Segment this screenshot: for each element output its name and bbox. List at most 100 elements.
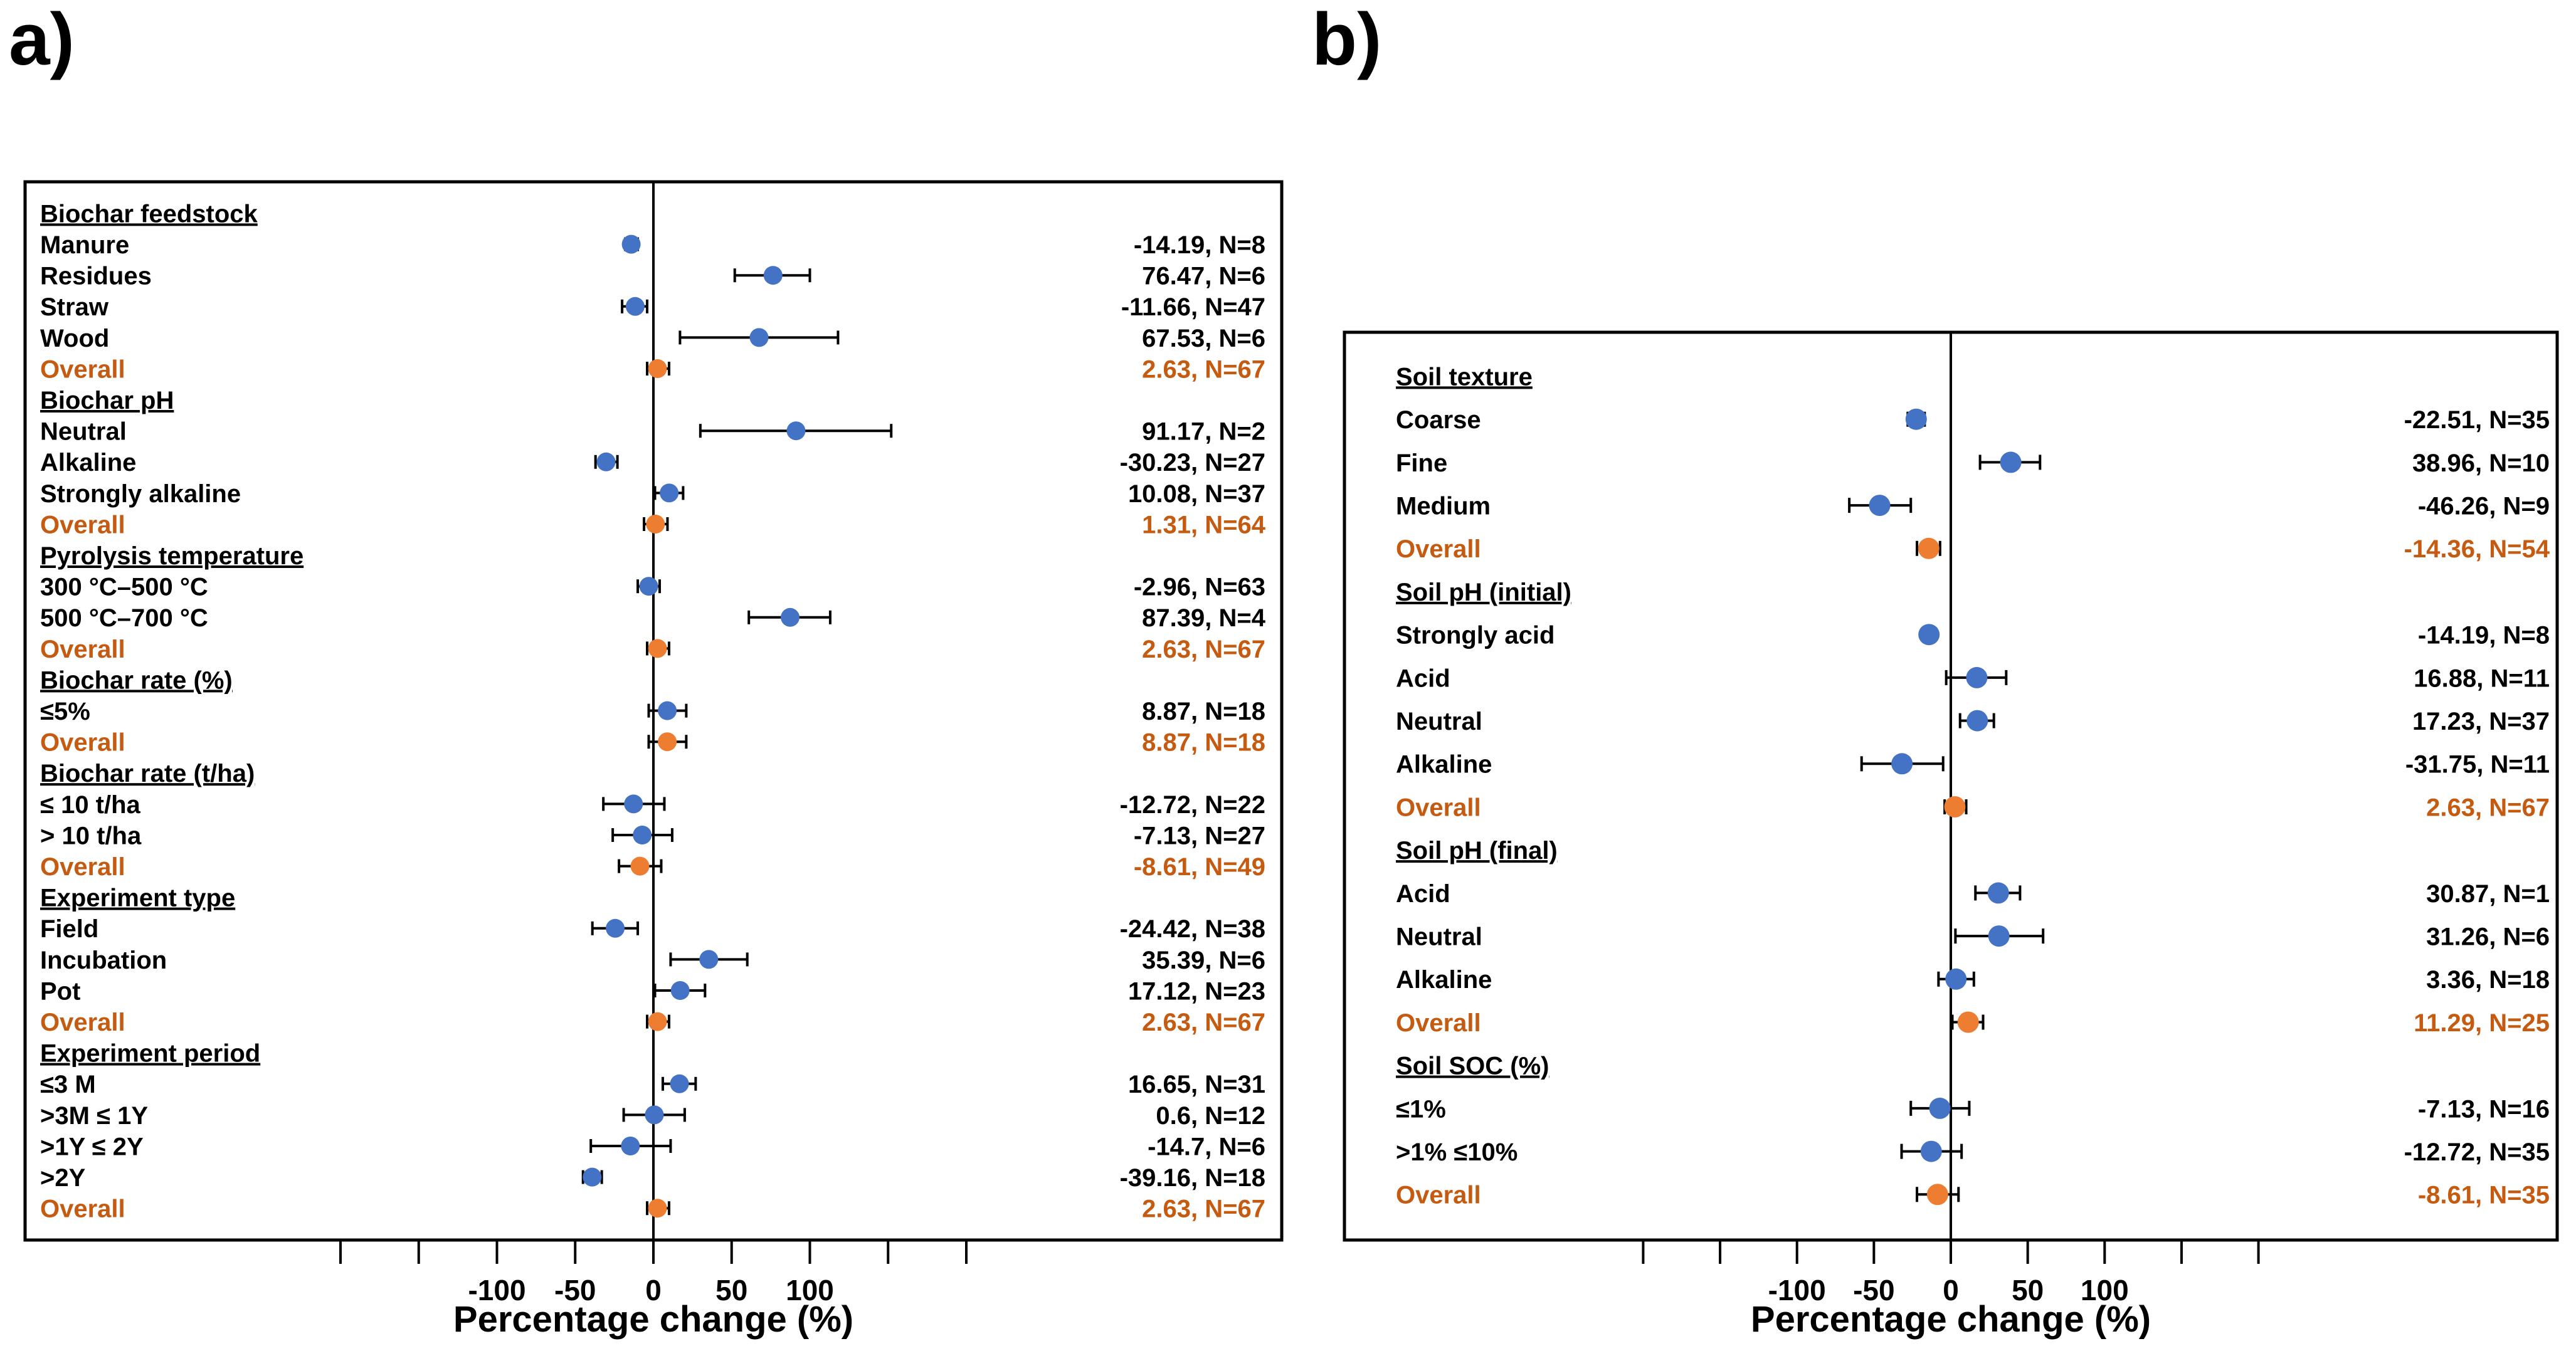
subgroup-point [660, 483, 679, 503]
subgroup-point [786, 421, 806, 441]
effect-value-label: -14.19, N=8 [1134, 231, 1265, 259]
subgroup-row-label: Acid [1396, 665, 1450, 692]
overall-row-label: Overall [1396, 1182, 1481, 1209]
group-heading: Soil pH (initial) [1396, 579, 1571, 606]
subgroup-row-label: Neutral [1396, 923, 1482, 951]
effect-value-label: 0.6, N=12 [1156, 1102, 1265, 1130]
effect-value-label: 2.63, N=67 [1142, 1196, 1265, 1223]
subgroup-point [633, 826, 652, 844]
subgroup-point [596, 452, 616, 471]
subgroup-row-label: >1% ≤10% [1396, 1138, 1518, 1166]
x-tick-label: 50 [2012, 1274, 2044, 1306]
subgroup-row-label: ≤ 10 t/ha [40, 791, 141, 819]
subgroup-row-label: Medium [1396, 493, 1491, 520]
effect-value-label: 16.88, N=11 [2414, 665, 2550, 692]
subgroup-point [1929, 1097, 1951, 1119]
effect-value-label: 76.47, N=6 [1142, 263, 1265, 290]
effect-value-label: 35.39, N=6 [1142, 947, 1265, 974]
effect-value-label: -14.19, N=8 [2418, 622, 2550, 649]
effect-value-label: 2.63, N=67 [1142, 636, 1265, 663]
subgroup-point [1905, 408, 1927, 430]
subgroup-row-label: Neutral [1396, 708, 1482, 735]
x-axis-title: Percentage change (%) [1751, 1299, 2151, 1340]
subgroup-point [763, 266, 783, 285]
subgroup-row-label: Alkaline [40, 449, 136, 476]
effect-value-label: 91.17, N=2 [1142, 418, 1265, 446]
overall-point [648, 359, 667, 378]
effect-value-label: 10.08, N=37 [1128, 480, 1265, 508]
group-heading: Biochar pH [40, 387, 174, 414]
subgroup-point [670, 981, 690, 1000]
overall-row-label: Overall [1396, 535, 1481, 563]
effect-value-label: 11.29, N=25 [2414, 1009, 2550, 1037]
subgroup-point [1966, 710, 1988, 732]
effect-value-label: -46.26, N=9 [2418, 493, 2550, 520]
overall-row-label: Overall [40, 1009, 125, 1036]
subgroup-point [639, 577, 658, 596]
effect-value-label: -7.13, N=16 [2418, 1095, 2550, 1123]
overall-point [1918, 537, 1940, 559]
effect-value-label: 1.31, N=64 [1142, 511, 1266, 539]
effect-value-label: 17.12, N=23 [1128, 977, 1265, 1005]
group-heading: Biochar rate (t/ha) [40, 760, 255, 787]
subgroup-row-label: Pot [40, 977, 80, 1005]
subgroup-row-label: Incubation [40, 947, 167, 974]
effect-value-label: -14.7, N=6 [1148, 1133, 1265, 1160]
effect-value-label: 2.63, N=67 [1142, 355, 1265, 383]
overall-point [646, 515, 665, 533]
overall-row-label: Overall [40, 511, 125, 539]
subgroup-point [749, 328, 769, 347]
group-heading: Biochar rate (%) [40, 666, 233, 694]
effect-value-label: 8.87, N=18 [1142, 698, 1265, 725]
group-heading: Soil texture [1396, 363, 1533, 391]
overall-point [1957, 1011, 1979, 1033]
subgroup-row-label: Strongly alkaline [40, 480, 241, 508]
effect-value-label: -12.72, N=35 [2404, 1138, 2550, 1166]
overall-point [648, 639, 667, 658]
subgroup-point [624, 794, 643, 814]
group-heading: Soil pH (final) [1396, 837, 1558, 865]
overall-row-label: Overall [1396, 1009, 1481, 1037]
x-tick-label: -50 [1853, 1274, 1894, 1306]
subgroup-point [1920, 1140, 1942, 1162]
overall-point [630, 856, 650, 876]
subgroup-row-label: ≤5% [40, 698, 90, 725]
x-tick-label: 0 [1943, 1274, 1959, 1306]
x-tick-label: -100 [468, 1274, 525, 1306]
subgroup-point [658, 701, 677, 720]
effect-value-label: -8.61, N=35 [2418, 1182, 2550, 1209]
subgroup-point [1988, 925, 2010, 947]
subgroup-point [1869, 495, 1891, 517]
effect-value-label: -11.66, N=47 [1121, 293, 1265, 321]
effect-value-label: 87.39, N=4 [1142, 604, 1266, 632]
overall-row-label: Overall [40, 355, 125, 383]
subgroup-row-label: Neutral [40, 418, 127, 446]
x-tick-label: -50 [554, 1274, 596, 1306]
subgroup-row-label: > 10 t/ha [40, 822, 142, 849]
x-axis-title: Percentage change (%) [453, 1299, 853, 1340]
subgroup-row-label: Alkaline [1396, 966, 1492, 994]
subgroup-row-label: Manure [40, 231, 129, 259]
group-heading: Experiment period [40, 1040, 260, 1068]
subgroup-row-label: Fine [1396, 449, 1447, 477]
subgroup-row-label: ≤3 M [40, 1071, 96, 1098]
x-tick-label: 100 [2081, 1274, 2129, 1306]
overall-row-label: Overall [40, 853, 125, 881]
subgroup-row-label: Straw [40, 293, 109, 321]
subgroup-row-label: >2Y [40, 1164, 86, 1192]
overall-point [1944, 796, 1966, 817]
effect-value-label: 8.87, N=18 [1142, 729, 1265, 757]
group-heading: Experiment type [40, 885, 235, 912]
subgroup-point [699, 950, 719, 969]
effect-value-label: 16.65, N=31 [1128, 1071, 1265, 1098]
subgroup-point [1966, 666, 1988, 688]
effect-value-label: 2.63, N=67 [1142, 1009, 1265, 1036]
x-tick-label: 0 [645, 1274, 662, 1306]
subgroup-row-label: Strongly acid [1396, 622, 1555, 649]
overall-row-label: Overall [40, 1196, 125, 1223]
effect-value-label: 17.23, N=37 [2412, 708, 2550, 735]
group-heading: Pyrolysis temperature [40, 542, 304, 570]
subgroup-row-label: Field [40, 915, 98, 943]
